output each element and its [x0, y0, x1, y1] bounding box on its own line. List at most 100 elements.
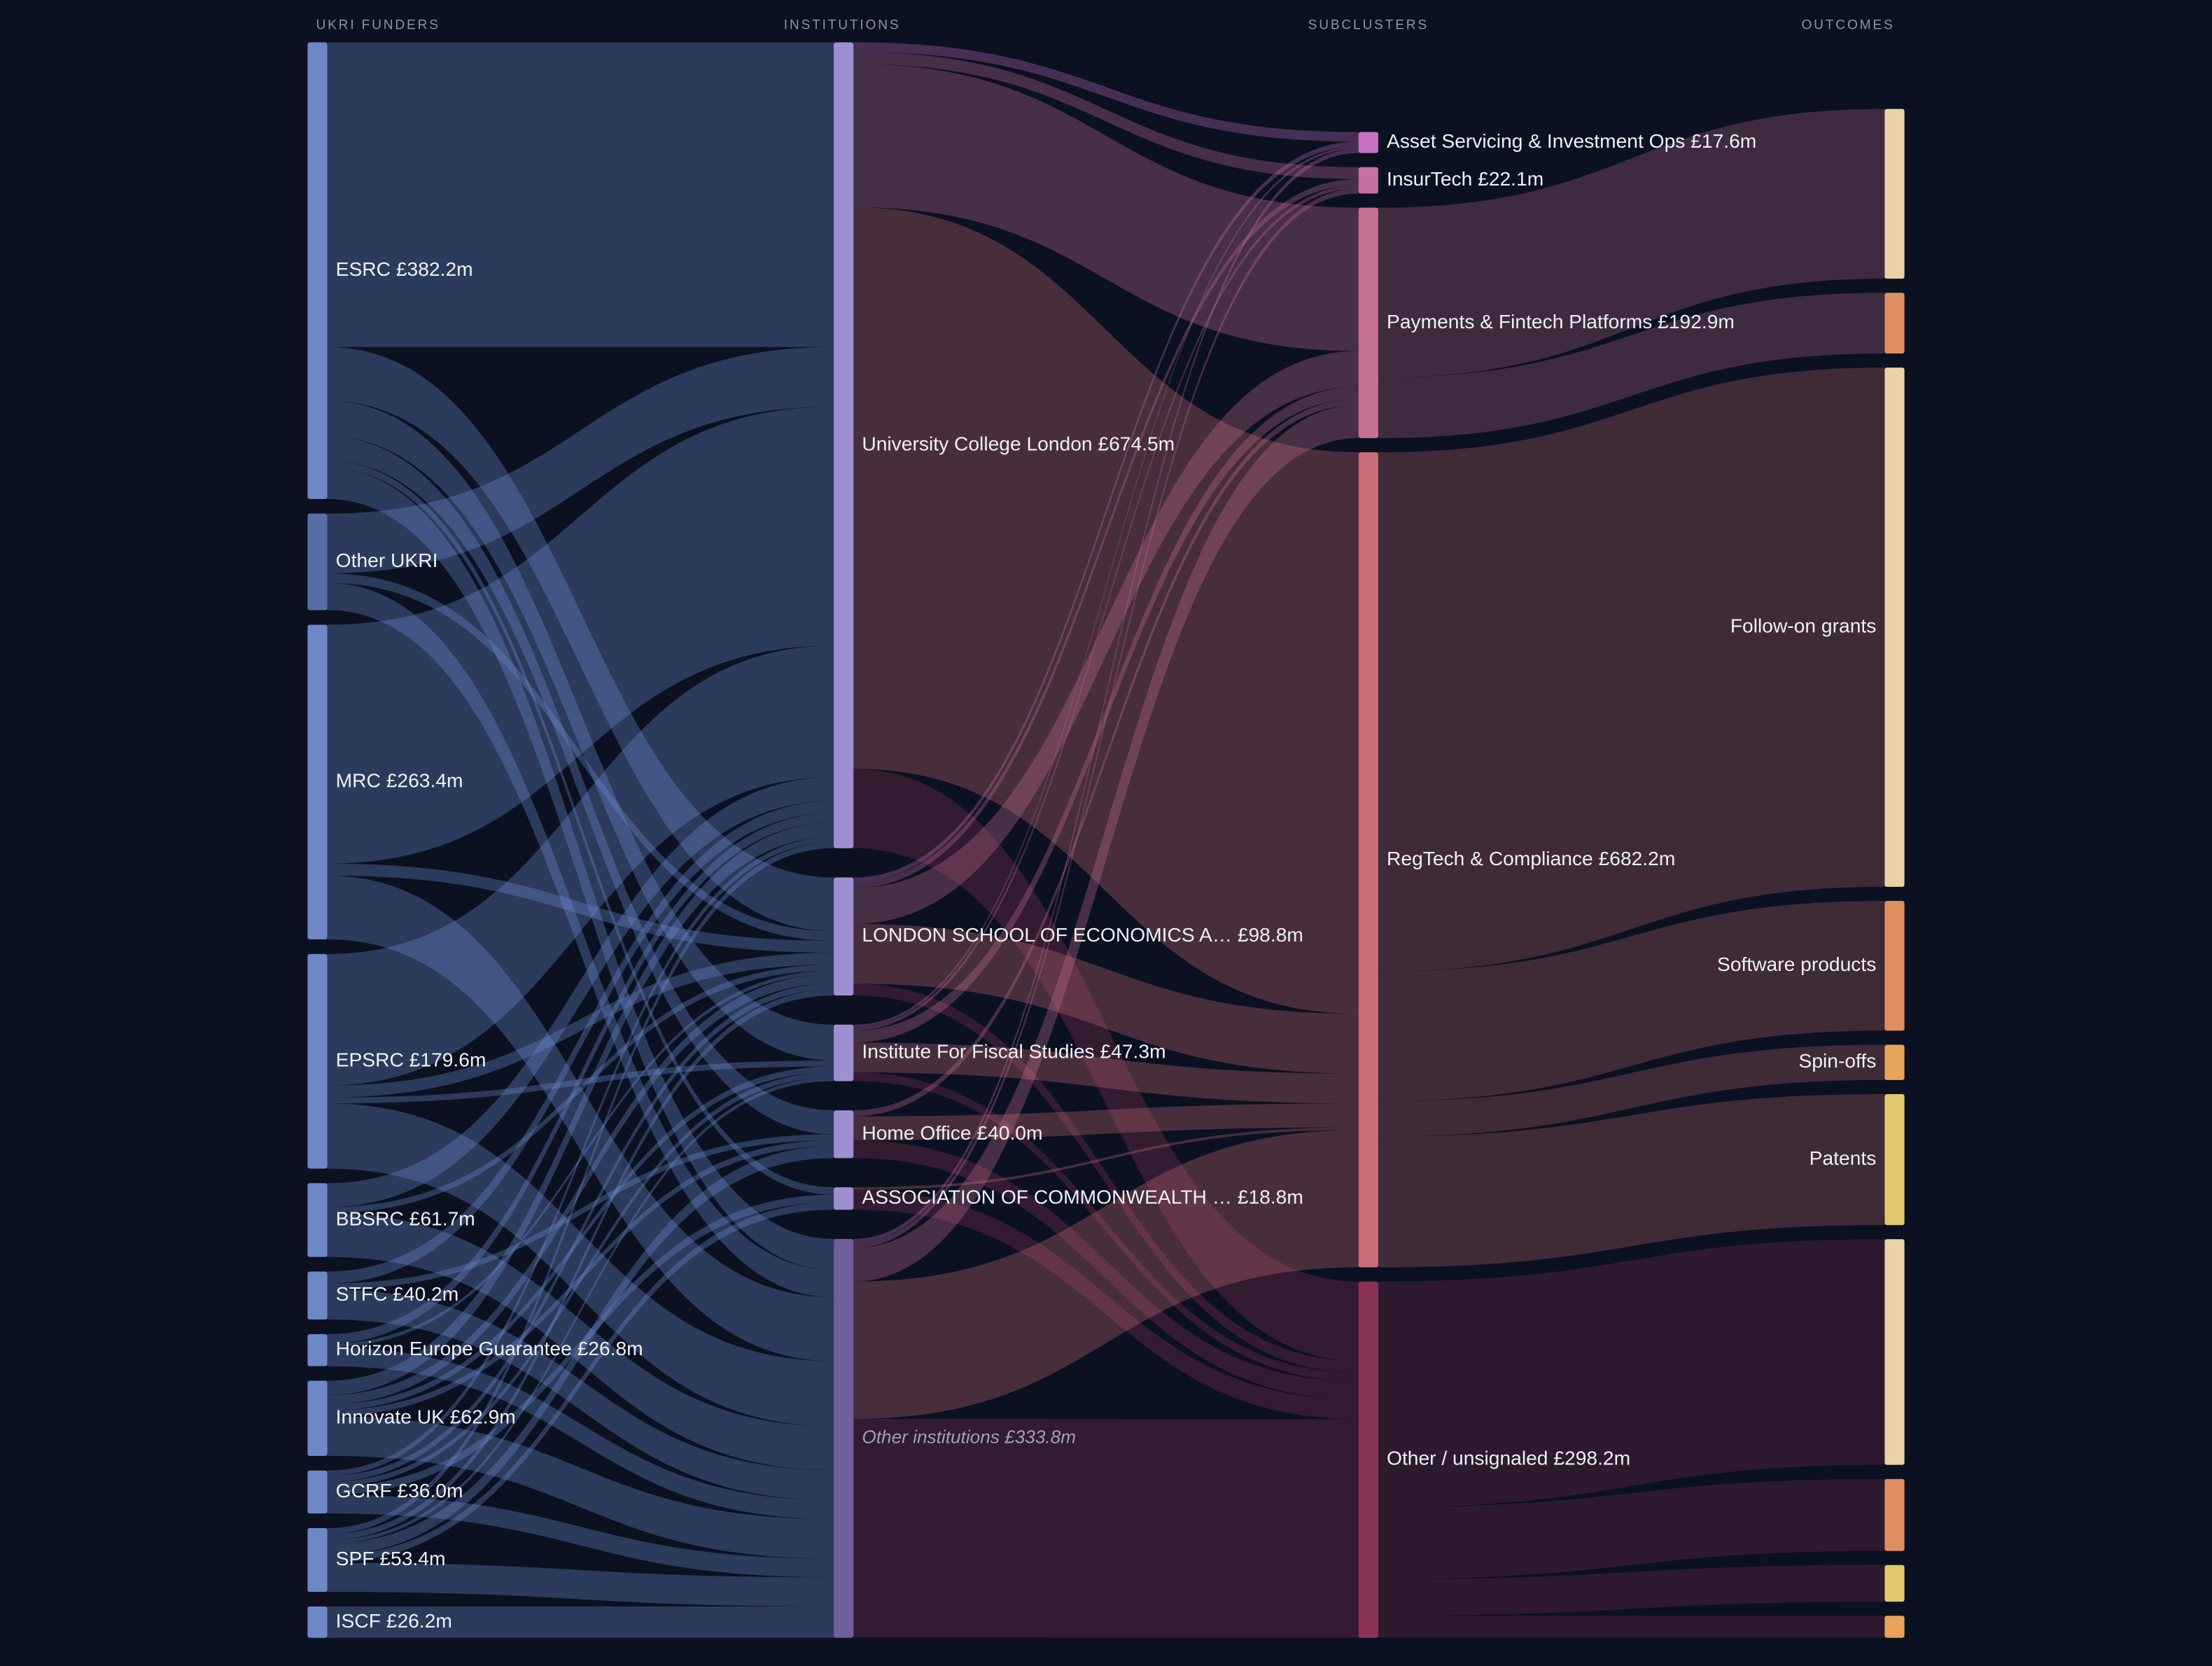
flow-link — [853, 1103, 1359, 1140]
flow-link — [327, 1606, 834, 1638]
node-label: Follow-on grants — [1730, 614, 1876, 636]
flow-link — [327, 468, 834, 1270]
flow-link — [1378, 368, 1885, 972]
node-bar — [307, 953, 328, 1169]
node-bar — [1884, 1094, 1905, 1226]
flow-link — [327, 436, 834, 1135]
node-label: Spin-offs — [1799, 1049, 1877, 1072]
flow-link — [853, 188, 1359, 1249]
node-bar — [307, 513, 328, 610]
node-label: University College London £674.5m — [862, 433, 1175, 455]
flow-link — [1378, 900, 1885, 1102]
flow-link — [327, 582, 834, 1298]
node-bar — [834, 1024, 854, 1082]
node-bar — [1884, 293, 1905, 354]
node-label: ISCF £26.2m — [336, 1609, 452, 1632]
node-label: STFC £40.2m — [336, 1282, 459, 1305]
node-bar — [307, 1334, 328, 1366]
flow-link — [853, 1042, 1359, 1104]
node-bar — [1358, 207, 1378, 438]
node-label: MRC £263.4m — [336, 769, 463, 792]
flow-link — [853, 141, 1359, 883]
node-bar — [1884, 900, 1905, 1031]
flow-link — [327, 813, 834, 1344]
node-bar — [1884, 368, 1905, 887]
node-bar — [1358, 1281, 1378, 1638]
flow-link — [327, 875, 834, 1362]
flow-link — [1378, 108, 1885, 378]
flow-link — [327, 842, 834, 1534]
flow-link — [853, 185, 1359, 1031]
column-header: INSTITUTIONS — [784, 18, 901, 32]
flow-link — [327, 1416, 834, 1559]
node-label: RegTech & Compliance £682.2m — [1387, 847, 1675, 869]
flow-link — [853, 178, 1359, 888]
flow-link — [327, 1103, 834, 1427]
node-label: GCRF £36.0m — [336, 1479, 463, 1502]
flow-link — [327, 346, 834, 932]
flow-link — [327, 777, 834, 1208]
flow-link — [327, 989, 834, 1541]
flow-link — [327, 1140, 834, 1417]
flow-link — [327, 1072, 834, 1488]
flow-link — [1378, 293, 1885, 438]
flow-link — [327, 1134, 834, 1290]
flow-link — [853, 1189, 1359, 1420]
node-bar — [834, 877, 854, 996]
flow-link — [327, 1289, 834, 1501]
node-label: EPSRC £179.6m — [336, 1049, 486, 1071]
node-bar — [1358, 132, 1378, 153]
node-bar — [1884, 108, 1905, 279]
node-bar — [834, 1187, 854, 1210]
flow-link — [327, 1066, 834, 1410]
node-bar — [834, 42, 854, 848]
links — [327, 42, 1885, 1638]
node-bar — [1884, 1616, 1905, 1638]
node-label: Horizon Europe Guarantee £26.8m — [336, 1337, 643, 1359]
flow-link — [327, 346, 834, 574]
flow-link — [1378, 1044, 1885, 1137]
node-label: BBSRC £61.7m — [336, 1207, 475, 1229]
flow-link — [853, 1127, 1359, 1190]
flow-link — [1378, 1239, 1885, 1508]
node-bar — [1884, 1478, 1905, 1551]
flow-link — [853, 207, 1359, 1014]
flow-link — [327, 1494, 834, 1578]
flow-link — [853, 351, 1359, 925]
node-bar — [1358, 452, 1378, 1268]
node-bar — [307, 1271, 328, 1320]
node-label: Home Office £40.0m — [862, 1121, 1042, 1144]
node-bar — [1358, 167, 1378, 194]
flow-link — [327, 407, 834, 864]
node-bar — [307, 624, 328, 940]
flow-link — [327, 974, 834, 1405]
flow-link — [327, 1146, 834, 1556]
node-label: ESRC £382.2m — [336, 258, 473, 280]
node-bar — [307, 42, 328, 499]
flow-link — [327, 863, 834, 953]
flow-link — [327, 1077, 834, 1544]
nodes: UKRI FUNDERS INSTITUTIONS SUBCLUSTERS OUTCO… — [307, 18, 1905, 1638]
flow-link — [327, 573, 834, 941]
flow-link — [853, 405, 1359, 1282]
flow-link — [327, 1212, 834, 1471]
flow-link — [327, 1203, 834, 1563]
flow-link — [853, 42, 1359, 142]
node-bar — [1884, 1564, 1905, 1602]
node-label: Institute For Fiscal Studies £47.3m — [862, 1040, 1166, 1063]
flow-link — [853, 148, 1359, 1244]
flow-link — [853, 398, 1359, 1116]
flow-link — [327, 965, 834, 1213]
node-bar — [1884, 1044, 1905, 1080]
flow-link — [853, 1130, 1359, 1419]
node-bar — [307, 1380, 328, 1456]
flow-link — [853, 1418, 1359, 1638]
flow-link — [327, 1562, 834, 1606]
node-bar — [307, 1606, 328, 1638]
node-label: LONDON SCHOOL OF ECONOMICS A… £98.8m — [862, 923, 1303, 946]
node-bar — [307, 1470, 328, 1514]
node-label: Patents — [1809, 1147, 1877, 1169]
